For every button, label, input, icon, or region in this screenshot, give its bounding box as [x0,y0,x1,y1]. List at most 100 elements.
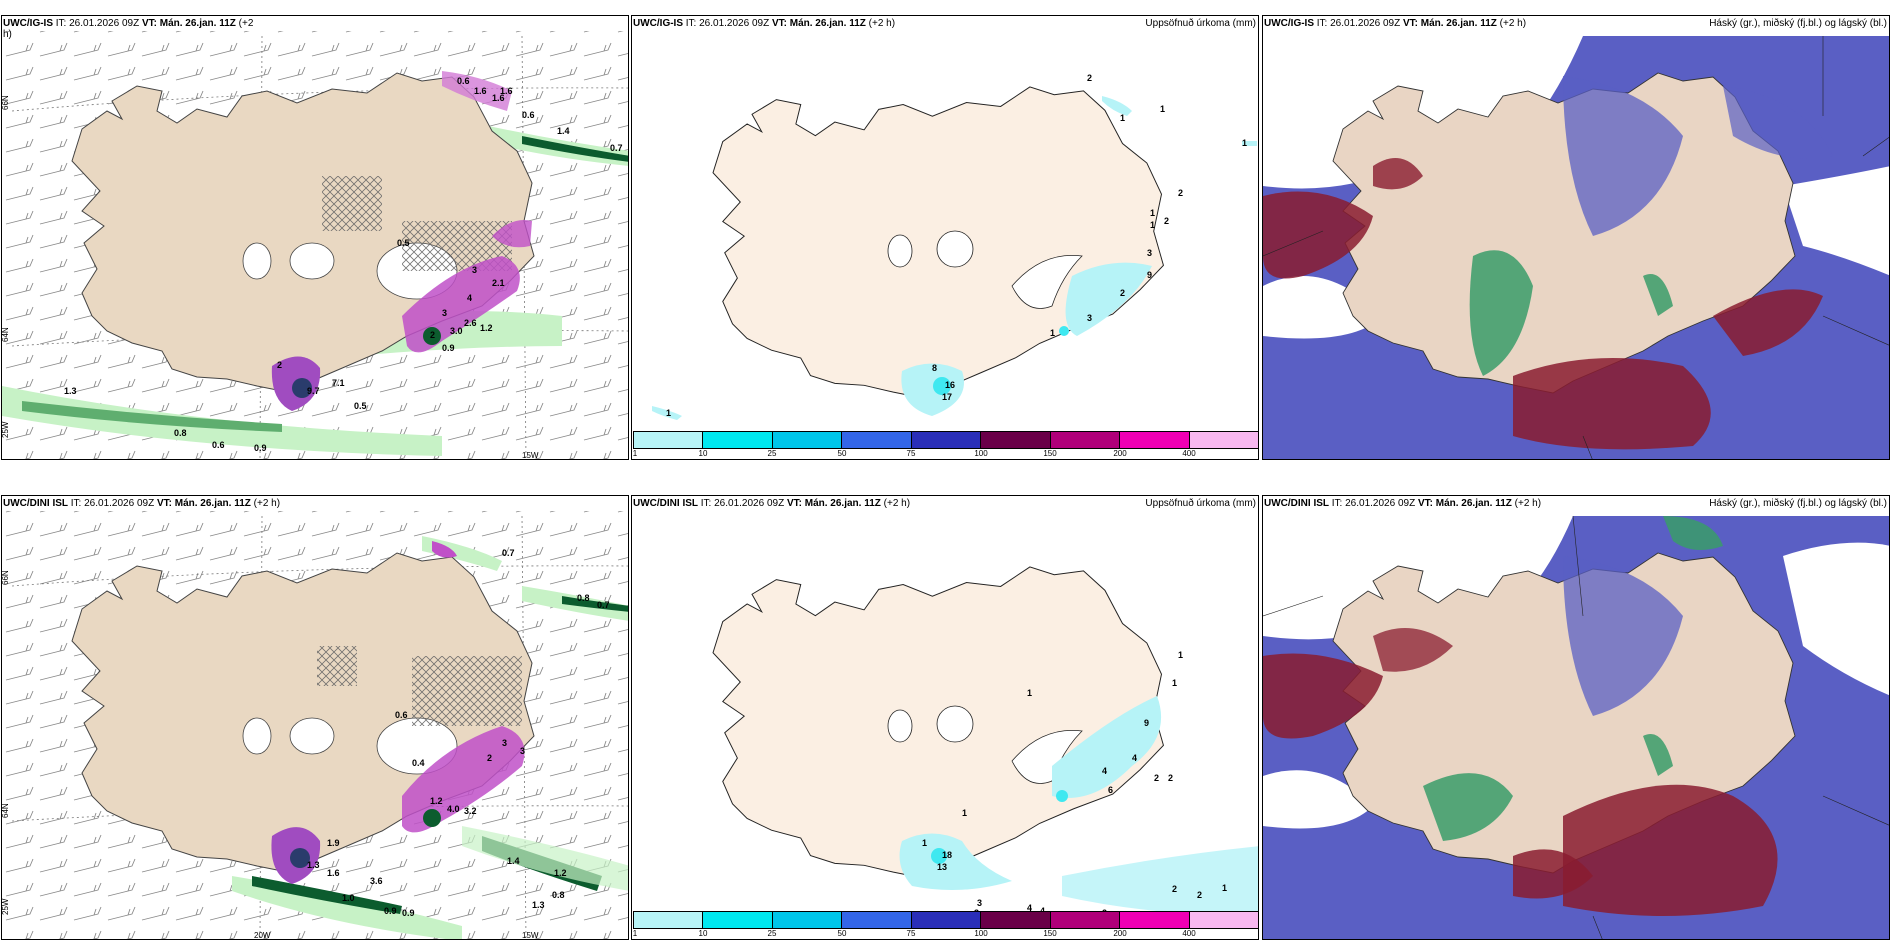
panel-title: Uppsöfnuð úrkoma (mm) [1145,18,1256,29]
high-cloud [1263,653,1383,739]
valid-time: VT: Mán. 26.jan. 11Z [156,498,251,509]
value-label: 1 [1120,113,1125,123]
map-grid-lines [1263,515,1889,939]
value-label: 1.6 [492,93,505,103]
value-label: 4 [1132,753,1137,763]
value-label: 16 [945,380,955,390]
glacier [242,242,272,280]
value-label: 0.5 [397,238,410,248]
glacier [887,709,913,743]
value-label: 4 [467,293,472,303]
precip-band-dark [22,401,282,432]
high-cloud [1513,358,1711,450]
lat-label: 66N [2,570,10,585]
precip-purple [442,71,512,111]
glacier [242,717,272,755]
colorbar-tick: 50 [837,929,847,938]
lead-time: (+2 h) [883,498,911,509]
colorbar-cell [1120,912,1190,928]
colorbar-tick: 75 [906,449,916,458]
value-label: 1.9 [327,838,340,848]
precip-band-dark [562,596,628,612]
high-cloud [1563,784,1778,916]
value-label: 1.0 [342,893,355,903]
value-label: 4 [1027,903,1032,913]
colorbar-cell [1189,912,1258,928]
precip-cyan-core [1059,326,1069,336]
panel-header: UWC/DINI ISL IT: 26.01.2026 09Z VT: Mán.… [3,498,280,509]
high-cloud [1263,191,1373,279]
colorbar-cell [842,432,912,448]
mid-cloud [1423,773,1513,841]
map-grid-lines [1263,36,1889,459]
precip-purple [492,220,532,248]
value-label: 0.9 [442,343,455,353]
clear-sky [1783,166,1889,276]
value-label: 1 [962,808,967,818]
map-top-right [1263,36,1889,459]
value-label: 1.6 [327,868,340,878]
map-top-mid: 2 1 1 1 2 1 2 3 9 1 2 3 8 1 16 17 1 [652,73,1257,420]
colorbar-cell [1050,912,1121,928]
mid-cloud [1643,734,1673,776]
hatched-area [317,646,357,686]
value-label: 6 [1108,785,1113,795]
high-cloud [1373,628,1453,672]
colorbar-tick: 1 [632,929,638,938]
model-name: UWC/DINI ISL [3,498,68,509]
value-label: 3.0 [450,326,463,336]
value-label: 0.8 [552,890,565,900]
lead-time-wrap: h) [3,29,12,40]
colorbar-cell [634,912,704,928]
panel-bottom-left-wind-precip: UWC/DINI ISL IT: 26.01.2026 09Z VT: Mán.… [1,495,629,940]
value-label: 3 [472,265,477,275]
init-time: IT: 26.01.2026 09Z [70,498,155,509]
graticule [11,35,628,459]
precip-core [423,809,441,827]
lat-label: 66N [2,95,10,110]
value-label: 18 [942,850,952,860]
colorbar-cell [1120,432,1190,448]
lead-time: (+2 h) [1514,498,1542,509]
value-label: 0.6 [395,710,408,720]
colorbar-cell [703,432,773,448]
value-label: 3.2 [464,806,477,816]
glacier [1011,255,1083,309]
precip-cyan-core [931,848,947,864]
mid-cloud [1469,250,1533,376]
value-label: 0.8 [174,428,187,438]
panel-header: UWC/IG-IS IT: 26.01.2026 09Z VT: Mán. 26… [3,18,253,40]
value-label: 1 [1050,328,1055,338]
colorbar-cell [981,912,1051,928]
panel-title: Háský (gr.), miðský (fj.bl.) og lágský (… [1709,18,1887,29]
value-label: 1.2 [430,796,443,806]
panel-title: Háský (gr.), miðský (fj.bl.) og lágský (… [1709,498,1887,509]
value-label: 1.6 [474,86,487,96]
init-time: IT: 26.01.2026 09Z [700,498,785,509]
value-label: 7.1 [332,378,345,388]
value-label: 2 [487,753,492,763]
value-label: 8 [932,363,937,373]
mid-cloud [1643,274,1673,316]
colorbar-cell [911,432,982,448]
model-name: UWC/DINI ISL [633,498,698,509]
colorbar-tick: 400 [1182,449,1196,458]
value-label: 1.3 [307,860,320,870]
value-label: 0.9 [384,906,397,916]
colorbar-tick: 25 [767,449,777,458]
valid-time: VT: Mán. 26.jan. 11Z [1417,498,1512,509]
init-time: IT: 26.01.2026 09Z [55,18,140,29]
value-label: 0.6 [457,76,470,86]
value-label: 1 [1150,220,1155,230]
value-label: 0.6 [212,440,225,450]
panel-top-left-wind-precip: UWC/IG-IS IT: 26.01.2026 09Z VT: Mán. 26… [1,15,629,460]
colorbar-tick: 100 [974,929,988,938]
precip-cyan [901,363,964,416]
value-label: 1 [1160,104,1165,114]
value-label: 9 [1147,270,1152,280]
value-label: 3 [1147,248,1152,258]
hatched-area [412,656,522,726]
colorbar-tick: 200 [1113,449,1127,458]
lead-time: (+2 h) [253,498,281,509]
colorbar-tick: 75 [906,929,916,938]
